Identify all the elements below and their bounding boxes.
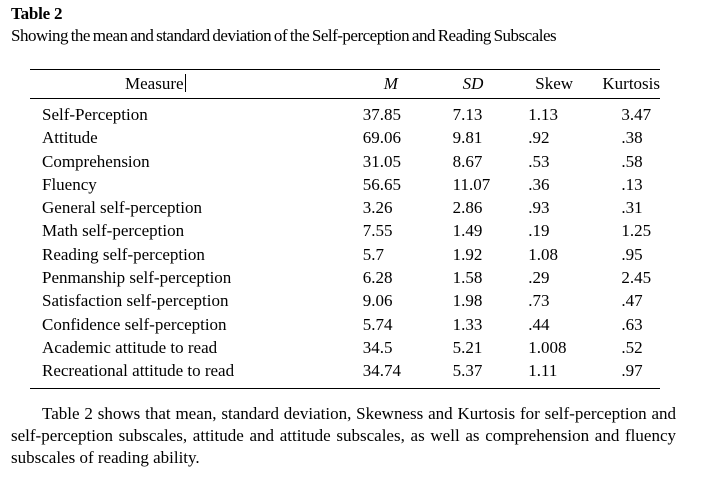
text-cursor xyxy=(184,74,186,92)
cell-skew: 1.08 xyxy=(528,244,558,264)
table-row: General self-perception 3.26 2.86 .93 .31 xyxy=(30,198,660,221)
cell-mean: 31.05 xyxy=(362,151,402,171)
cell-skew: .92 xyxy=(528,128,550,148)
cell-mean: 56.65 xyxy=(362,174,402,194)
cell-measure: Recreational attitude to read xyxy=(42,361,235,381)
table-row: Attitude 69.06 9.81 .92 .38 xyxy=(30,128,660,151)
cell-skew: .36 xyxy=(528,174,550,194)
table-header-rule xyxy=(30,98,660,99)
cell-skew: .53 xyxy=(528,151,550,171)
cell-measure: General self-perception xyxy=(42,198,202,218)
table-row: Academic attitude to read 34.5 5.21 1.008 .5… xyxy=(30,338,660,361)
cell-skew: .93 xyxy=(528,198,550,218)
cell-sd: 5.21 xyxy=(452,337,483,357)
cell-measure: Fluency xyxy=(42,174,97,194)
cell-kurtosis: .47 xyxy=(621,291,643,311)
table-row: Recreational attitude to read 34.74 5.37 1.… xyxy=(30,361,660,384)
cell-sd: 1.92 xyxy=(452,244,483,264)
cell-sd: 2.86 xyxy=(452,198,483,218)
cell-skew: .44 xyxy=(528,314,550,334)
cell-mean: 6.28 xyxy=(362,268,393,288)
cell-mean: 69.06 xyxy=(362,128,402,148)
table-row: Math self-perception 7.55 1.49 .19 1.25 xyxy=(30,221,660,244)
cell-skew: 1.008 xyxy=(528,337,567,357)
cell-sd: 5.37 xyxy=(452,361,483,381)
cell-sd: 8.67 xyxy=(452,151,483,171)
cell-kurtosis: 3.47 xyxy=(621,105,652,124)
table-label: Table 2 xyxy=(11,4,63,23)
cell-skew: .19 xyxy=(528,221,550,241)
cell-sd: 11.07 xyxy=(452,174,491,194)
cell-kurtosis: .38 xyxy=(621,128,643,148)
cell-mean: 9.06 xyxy=(362,291,393,311)
cell-sd: 1.49 xyxy=(452,221,483,241)
cell-mean: 5.7 xyxy=(362,244,385,264)
column-header-sd: SD xyxy=(462,74,484,93)
cell-kurtosis: .97 xyxy=(621,361,643,381)
summary-paragraph: Table 2 shows that mean, standard deviat… xyxy=(11,404,676,467)
cell-kurtosis: 1.25 xyxy=(621,221,652,241)
cell-skew: .73 xyxy=(528,291,550,311)
table-row: Reading self-perception 5.7 1.92 1.08 .95 xyxy=(30,245,660,268)
cell-mean: 3.26 xyxy=(362,198,393,218)
cell-sd: 9.81 xyxy=(452,128,483,148)
cell-mean: 37.85 xyxy=(362,105,402,124)
cell-measure: Reading self-perception xyxy=(42,244,205,264)
cell-skew: 1.13 xyxy=(528,105,558,124)
cell-measure: Satisfaction self-perception xyxy=(42,291,229,311)
cell-kurtosis: 2.45 xyxy=(621,268,652,288)
table-top-rule xyxy=(30,69,660,70)
cell-kurtosis: .52 xyxy=(621,337,643,357)
table-row: Penmanship self-perception 6.28 1.58 .29 2.4… xyxy=(30,268,660,291)
table-caption: Showing the mean and standard deviation … xyxy=(11,26,557,45)
table-row: Satisfaction self-perception 9.06 1.98 .73.… xyxy=(30,291,660,314)
column-header-kurtosis: Kurtosis xyxy=(602,74,660,93)
table-row: Confidence self-perception 5.74 1.33 .44 .63 xyxy=(30,315,660,338)
cell-kurtosis: .31 xyxy=(621,198,643,218)
cell-skew: .29 xyxy=(528,268,550,288)
cell-measure: Penmanship self-perception xyxy=(42,268,232,288)
cell-sd: 1.58 xyxy=(452,268,483,288)
column-header-skew: Skew xyxy=(535,74,574,93)
cell-mean: 7.55 xyxy=(362,221,393,241)
cell-measure: Attitude xyxy=(42,128,98,148)
cell-sd: 1.33 xyxy=(452,314,483,334)
cell-measure: Academic attitude to read xyxy=(42,337,218,357)
cell-kurtosis: .13 xyxy=(621,174,643,194)
cell-mean: 34.5 xyxy=(362,337,393,357)
cell-measure: Comprehension xyxy=(42,151,150,171)
cell-skew: 1.11 xyxy=(528,361,558,381)
cell-mean: 34.74 xyxy=(362,361,402,381)
table-row: Self-Perception 37.85 7.13 1.13 3.47 xyxy=(30,96,660,128)
statistics-table: Measure M SD Skew Kurtosis Self-Percepti… xyxy=(30,72,660,385)
cell-measure: Math self-perception xyxy=(42,221,185,241)
cell-kurtosis: .58 xyxy=(621,151,643,171)
cell-sd: 1.98 xyxy=(452,291,483,311)
table-row: Comprehension 31.05 8.67 .53 .58 xyxy=(30,152,660,175)
cell-kurtosis: .63 xyxy=(621,314,643,334)
cell-measure: Confidence self-perception xyxy=(42,314,227,334)
table-header-row: Measure M SD Skew Kurtosis xyxy=(30,72,660,96)
cell-kurtosis: .95 xyxy=(621,244,643,264)
cell-measure: Self-Perception xyxy=(42,105,148,124)
column-header-measure: Measure xyxy=(125,74,186,93)
cell-mean: 5.74 xyxy=(362,314,393,334)
column-header-mean: M xyxy=(383,74,398,93)
cell-sd: 7.13 xyxy=(452,105,483,124)
table-bottom-rule xyxy=(30,388,660,389)
table-row: Fluency 56.65 11.07 .36 .13 xyxy=(30,175,660,198)
